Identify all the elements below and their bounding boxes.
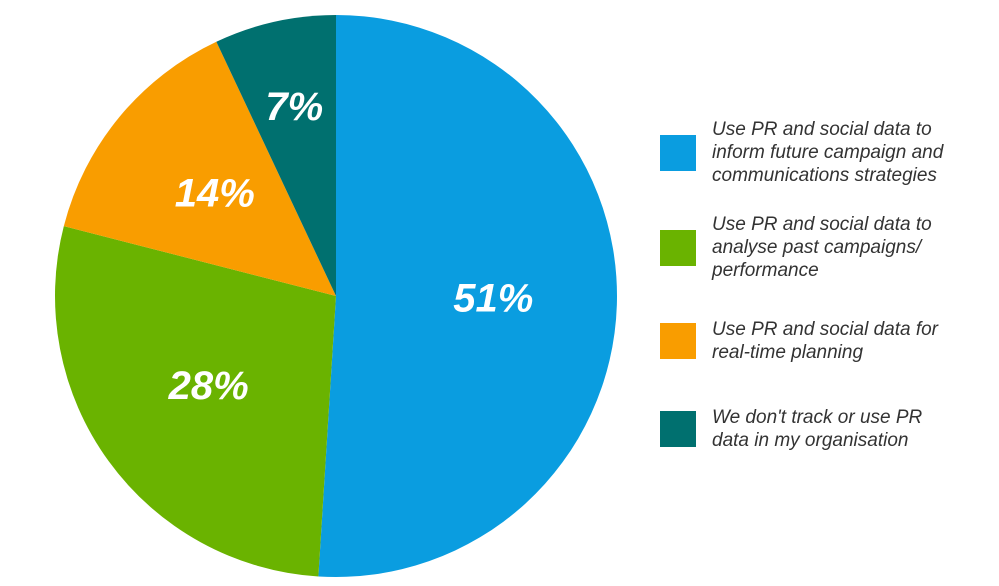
slice-label: 7% [265, 85, 323, 129]
legend-label: We don't track or use PR data in my orga… [712, 407, 923, 451]
legend-label: Use PR and social data to inform future … [712, 119, 944, 186]
legend-item: We don't track or use PR data in my orga… [660, 406, 960, 452]
legend-swatch [660, 323, 696, 359]
slice-label: 51% [453, 277, 533, 321]
slice-label: 28% [168, 364, 249, 408]
pie-slice [55, 226, 337, 577]
pie-slice [318, 15, 618, 578]
legend-swatch [660, 134, 696, 171]
pie-slice [63, 41, 337, 297]
legend-item: Use PR and social data to inform future … [660, 118, 960, 187]
legend-item: Use PR and social data for real-time pla… [660, 318, 960, 364]
legend-swatch [660, 411, 696, 447]
legend-item: Use PR and social data to analyse past c… [660, 213, 960, 282]
legend-label: Use PR and social data for real-time pla… [712, 319, 939, 363]
legend-swatch [660, 229, 696, 266]
pie-slice [216, 14, 336, 296]
slice-label: 14% [175, 171, 255, 215]
legend-label: Use PR and social data to analyse past c… [712, 214, 932, 281]
